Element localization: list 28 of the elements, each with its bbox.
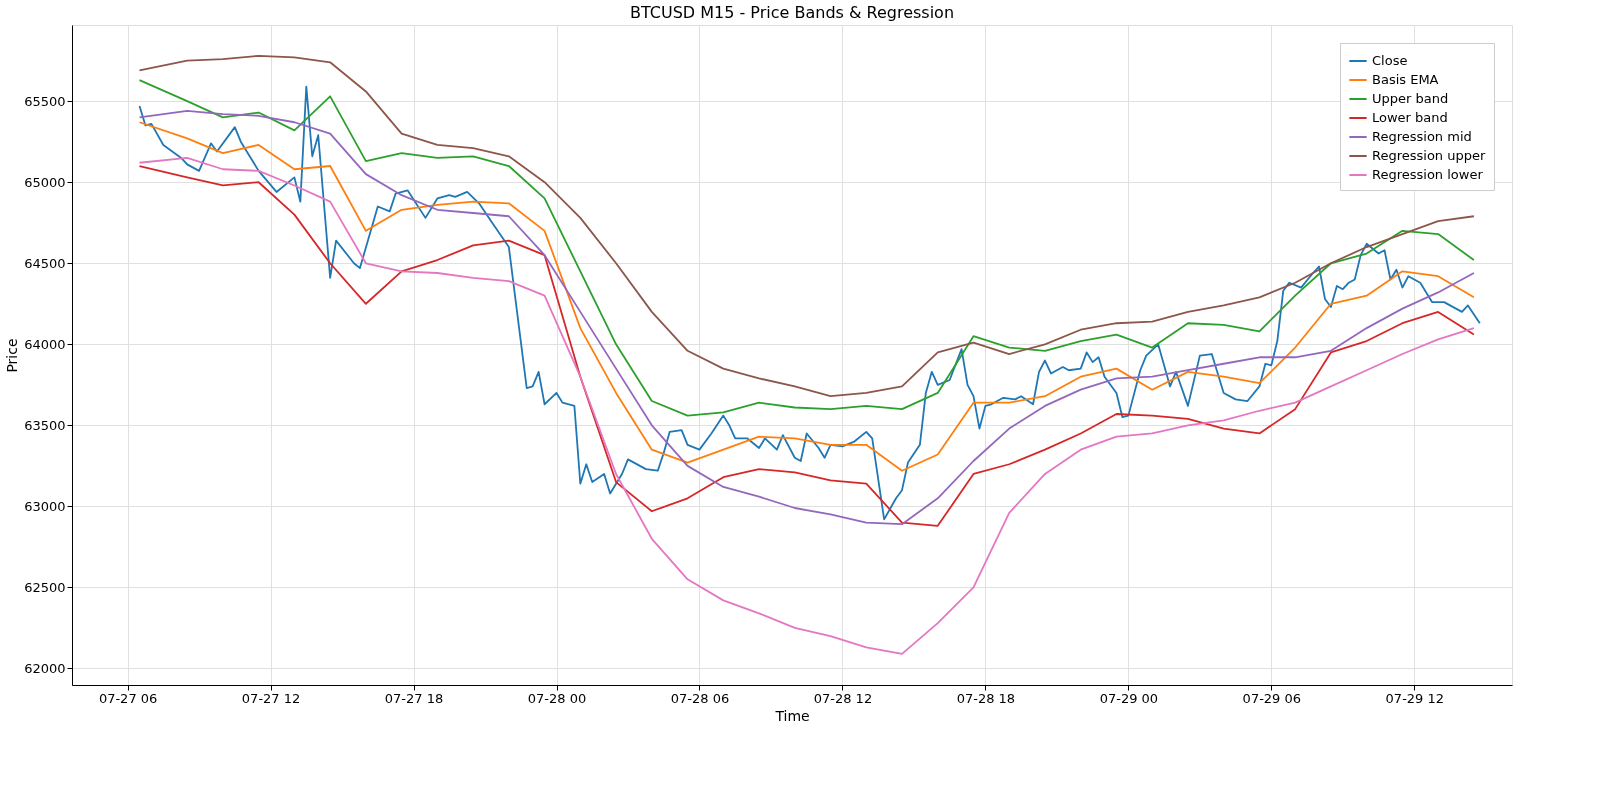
chart-title: BTCUSD M15 - Price Bands & Regression (629, 3, 955, 22)
y-tick-label: 62000 (24, 660, 66, 676)
x-tick-label: 07-28 12 (813, 690, 873, 706)
legend-label: Upper band (1372, 91, 1449, 106)
x-tick-label: 07-29 12 (1385, 690, 1445, 706)
y-tick-label: 62500 (24, 579, 66, 595)
x-tick-label: 07-27 12 (241, 690, 301, 706)
legend-label: Regression mid (1372, 129, 1472, 144)
y-tick-label: 65000 (24, 174, 66, 190)
legend-label: Basis EMA (1372, 72, 1439, 87)
legend-label: Regression lower (1372, 167, 1484, 182)
x-tick-label: 07-28 06 (670, 690, 730, 706)
y-tick-label: 63000 (24, 498, 66, 514)
y-tick-label: 64000 (24, 336, 66, 352)
x-axis-title: Time (774, 707, 810, 724)
legend-label: Regression upper (1372, 148, 1486, 163)
x-tick-label: 07-27 18 (384, 690, 444, 706)
legend-label: Lower band (1372, 110, 1448, 125)
legend-label: Close (1372, 53, 1408, 68)
x-tick-label: 07-28 18 (956, 690, 1016, 706)
x-tick-label: 07-27 06 (98, 690, 158, 706)
y-axis-title: Price (4, 338, 21, 373)
y-tick-label: 65500 (24, 93, 66, 109)
y-tick-label: 64500 (24, 255, 66, 271)
x-tick-label: 07-29 00 (1099, 690, 1159, 706)
x-tick-label: 07-29 06 (1242, 690, 1302, 706)
y-tick-label: 63500 (24, 417, 66, 433)
x-tick-label: 07-28 00 (527, 690, 587, 706)
